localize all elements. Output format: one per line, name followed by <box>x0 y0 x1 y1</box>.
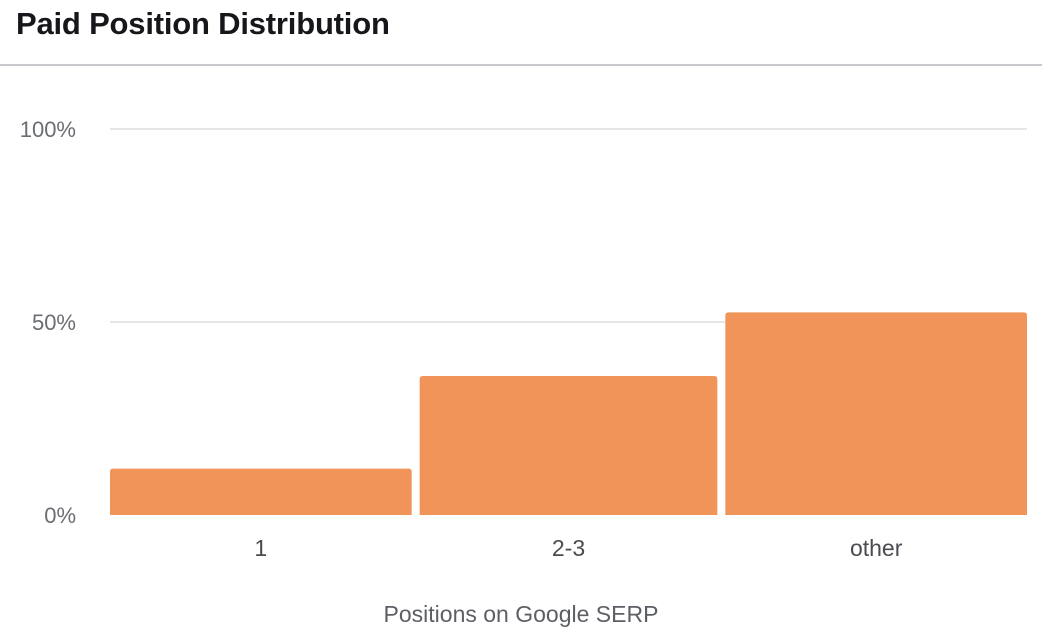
title-divider <box>0 64 1042 66</box>
grid-lines <box>110 128 1027 323</box>
x-category-label: 2-3 <box>552 535 585 561</box>
bar-2-3[interactable] <box>419 376 718 515</box>
x-category-label: 1 <box>254 535 267 561</box>
bar-other[interactable] <box>725 312 1027 515</box>
chart-title: Paid Position Distribution <box>16 6 390 41</box>
x-category-label: other <box>850 535 903 561</box>
x-axis-title: Positions on Google SERP <box>384 601 659 627</box>
y-tick-label: 100% <box>20 117 76 142</box>
bars <box>110 312 1027 515</box>
x-axis-category-labels: 1 2-3 other <box>254 535 902 561</box>
bar-1[interactable] <box>110 468 412 515</box>
y-tick-label: 50% <box>32 310 76 335</box>
y-tick-label: 0% <box>44 503 76 528</box>
y-axis-tick-labels: 100% 50% 0% <box>20 117 76 528</box>
